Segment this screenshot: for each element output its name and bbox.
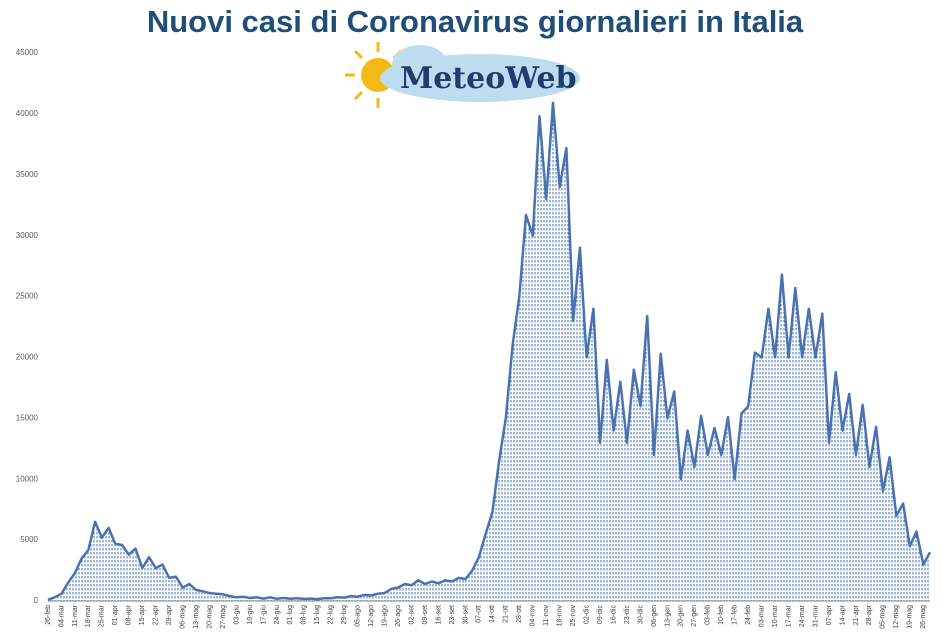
line	[47, 101, 932, 601]
x-tick-label: 08-lug	[301, 605, 308, 625]
x-tick-label: 13-mag	[193, 605, 200, 629]
x-tick-label: 03-feb	[705, 605, 712, 625]
x-tick-label: 15-lug	[314, 605, 321, 625]
x-tick-label: 09-set	[422, 605, 429, 625]
x-tick-label: 05-mag	[880, 605, 887, 629]
x-tick-label: 29-apr	[166, 604, 173, 625]
y-tick-label: 5000	[20, 535, 38, 544]
x-tick-label: 17-giu	[260, 605, 267, 625]
x-tick-label: 28-ott	[516, 605, 523, 623]
x-tick-label: 16-set	[435, 605, 442, 625]
y-tick-label: 40000	[16, 109, 39, 118]
x-tick-label: 28-apr	[866, 604, 873, 625]
x-tick-label: 02-set	[408, 605, 415, 625]
x-tick-label: 17-mar	[785, 604, 792, 627]
x-tick-label: 03-giu	[233, 605, 240, 625]
x-tick-label: 11-nov	[543, 605, 550, 626]
x-tick-label: 10-mar	[772, 604, 779, 627]
x-tick-label: 03-mar	[759, 604, 766, 627]
x-tick-label: 24-giu	[274, 605, 281, 625]
y-tick-label: 20000	[16, 353, 39, 362]
x-tick-label: 13-gen	[664, 605, 671, 627]
x-tick-label: 11-mar	[72, 604, 79, 626]
x-tick-label: 21-ott	[503, 605, 510, 623]
y-tick-label: 25000	[16, 292, 39, 301]
x-tick-label: 07-ott	[476, 605, 483, 623]
x-tick-label: 22-apr	[153, 604, 160, 625]
x-tick-label: 10-giu	[247, 605, 254, 625]
x-tick-label: 12-ago	[368, 605, 375, 627]
x-tick-label: 23-set	[449, 605, 456, 625]
x-tick-label: 05-ago	[355, 605, 362, 627]
x-tick-label: 25-mar	[99, 604, 106, 627]
x-tick-label: 26-feb	[45, 605, 52, 625]
x-tick-label: 17-feb	[732, 605, 739, 625]
x-tick-label: 04-nov	[530, 605, 537, 627]
x-tick-label: 12-mag	[893, 605, 900, 629]
x-tick-label: 22-lug	[328, 605, 335, 625]
y-tick-label: 45000	[16, 48, 39, 57]
y-tick-label: 35000	[16, 170, 39, 179]
x-tick-label: 19-ago	[381, 605, 388, 627]
y-tick-label: 30000	[16, 231, 39, 240]
x-tick-label: 26-mag	[920, 605, 927, 629]
x-tick-label: 04-mar	[58, 604, 65, 627]
x-tick-label: 30-dic	[637, 605, 644, 625]
x-tick-label: 20-gen	[678, 605, 685, 627]
x-tick-label: 20-mag	[206, 605, 213, 629]
x-tick-label: 18-nov	[557, 605, 564, 627]
x-tick-label: 09-dic	[597, 605, 604, 625]
x-tick-label: 14-ott	[489, 605, 496, 623]
x-tick-label: 14-apr	[839, 604, 846, 625]
x-tick-label: 27-mag	[220, 605, 227, 629]
x-tick-label: 06-gen	[651, 605, 658, 627]
x-tick-label: 06-mag	[180, 605, 187, 629]
x-tick-label: 15-apr	[139, 604, 146, 625]
x-tick-label: 23-dic	[624, 605, 631, 625]
x-tick-label: 08-apr	[126, 604, 133, 625]
x-tick-label: 29-lug	[341, 605, 348, 625]
logo: MeteoWeb	[345, 42, 580, 108]
x-tick-label: 30-set	[462, 605, 469, 625]
y-tick-label: 15000	[16, 413, 39, 422]
x-tick-label: 25-nov	[570, 605, 577, 627]
y-tick-label: 0	[34, 596, 39, 605]
x-tick-label: 01-apr	[112, 604, 119, 625]
logo-text: MeteoWeb	[400, 61, 577, 96]
x-tick-label: 19-mag	[907, 605, 914, 629]
x-tick-label: 26-ago	[395, 605, 402, 627]
x-tick-label: 24-feb	[745, 605, 752, 625]
x-tick-label: 27-gen	[691, 605, 698, 627]
x-tick-label: 10-feb	[718, 605, 725, 625]
y-tick-label: 10000	[16, 474, 39, 483]
x-tick-label: 16-dic	[610, 605, 617, 625]
x-tick-label: 01-lug	[287, 605, 294, 625]
x-tick-label: 21-apr	[853, 604, 860, 625]
area	[48, 102, 930, 602]
x-tick-label: 31-mar	[812, 604, 819, 627]
x-tick-label: 07-apr	[826, 604, 833, 625]
x-tick-label: 24-mar	[799, 604, 806, 627]
x-tick-label: 18-mar	[85, 604, 92, 627]
chart-title: Nuovi casi di Coronavirus giornalieri in…	[147, 4, 804, 39]
x-tick-label: 02-dic	[583, 605, 590, 625]
